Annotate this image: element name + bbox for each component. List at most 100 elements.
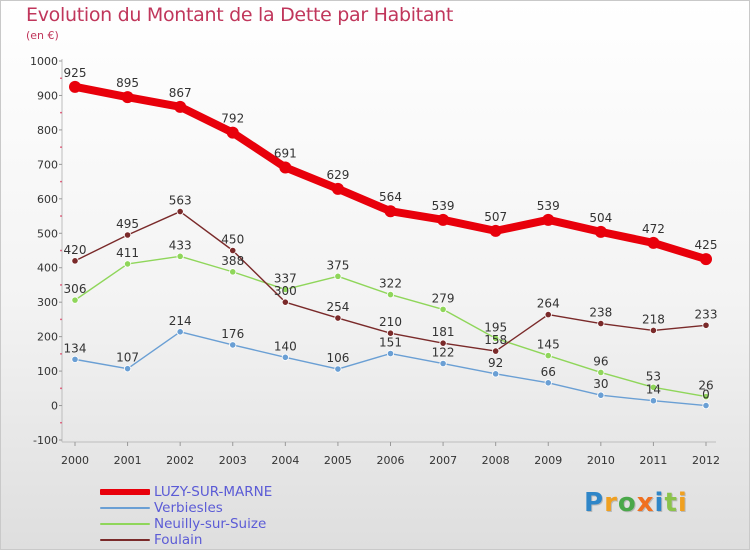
data-label: 107 [116,351,139,365]
data-label: 450 [221,233,244,247]
data-label: 375 [326,258,349,272]
y-tick-label: -100 [33,434,58,447]
data-label: 264 [537,297,560,311]
data-point [279,161,292,174]
data-point [542,213,555,226]
data-point [281,353,289,361]
data-point [229,268,237,276]
data-label: 181 [432,325,455,339]
data-label: 629 [326,168,349,182]
data-label: 867 [169,86,192,100]
data-point [176,207,184,216]
data-label: 92 [488,356,503,370]
legend-swatch-verbiesles [100,507,150,509]
data-point [69,80,81,93]
data-point [597,319,605,328]
legend-item-neuilly-sur-suize: Neuilly-sur-Suize [100,516,320,532]
data-label: 158 [484,333,507,347]
x-tick-label: 2004 [271,454,299,467]
data-label: 337 [274,271,297,285]
data-point [123,365,132,373]
data-point [176,328,184,336]
data-point [544,379,552,387]
data-label: 66 [541,365,556,379]
data-point [597,368,605,377]
data-label: 134 [64,341,87,355]
logo-letter: t [664,488,678,518]
y-tick-label: 0 [51,400,58,413]
legend-label-neuilly-sur-suize: Neuilly-sur-Suize [154,516,267,532]
data-label: 210 [379,315,402,329]
data-point [229,341,237,349]
data-label: 306 [64,282,87,296]
logo-letter: P [584,488,605,518]
data-point [489,224,502,237]
chart-title: Evolution du Montant de la Dette par Hab… [26,4,454,26]
data-label: 233 [695,307,718,321]
data-label: 411 [116,246,139,260]
data-label: 472 [642,222,665,236]
data-label: 140 [274,339,297,353]
y-tick-label: 500 [37,227,58,240]
data-point [439,305,447,314]
data-label: 925 [64,66,87,80]
data-label: 420 [64,243,87,257]
data-point [121,91,134,104]
data-point [334,314,342,322]
data-point [71,355,79,363]
logo-letter: o [617,488,637,518]
data-label: 26 [698,379,713,393]
data-point [492,347,500,355]
data-label: 122 [432,346,455,360]
x-tick-label: 2006 [377,454,405,467]
y-tick-label: 400 [37,262,58,275]
legend-swatch-neuilly-sur-suize [100,523,150,525]
data-point [649,397,658,405]
data-label: 151 [379,336,402,350]
data-point [492,370,500,378]
data-label: 691 [274,146,297,160]
data-point [439,359,447,368]
data-point [71,296,79,304]
y-minor-tick [60,387,62,390]
data-label: 539 [537,199,560,213]
x-tick-label: 2007 [429,454,457,467]
x-tick-label: 2009 [534,454,562,467]
data-label: 218 [642,312,665,326]
legend-swatch-luzy-sur-marne [100,489,150,495]
x-tick-label: 2012 [692,454,720,467]
data-point [386,349,395,358]
y-minor-tick [60,352,62,355]
data-label: 792 [221,112,244,126]
legend-label-verbiesles: Verbiesles [154,500,223,516]
data-label: 30 [593,377,608,391]
data-point [597,391,605,399]
data-label: 145 [537,338,560,352]
proxiti-logo: Proxiti [584,488,688,518]
x-tick-label: 2005 [324,454,352,467]
legend-swatch-foulain [100,539,150,541]
data-label: 300 [274,284,297,298]
x-tick-label: 2001 [114,454,142,467]
data-point [281,298,289,306]
data-point [544,310,552,319]
data-point [331,182,344,195]
x-tick-label: 2000 [61,454,89,467]
data-point [702,401,710,410]
legend: LUZY-SUR-MARNE Verbiesles Neuilly-sur-Su… [100,484,320,548]
data-label: 322 [379,277,402,291]
series-layer [69,80,712,410]
data-label: 238 [589,306,612,320]
data-label: 507 [484,210,507,224]
y-tick-label: 200 [37,331,58,344]
y-minor-tick [60,146,62,149]
data-label: 563 [169,194,192,208]
legend-label-luzy-sur-marne: LUZY-SUR-MARNE [154,484,273,500]
x-tick-label: 2008 [482,454,510,467]
data-point [439,339,447,347]
logo-letter: x [636,488,655,518]
data-point [384,205,397,218]
